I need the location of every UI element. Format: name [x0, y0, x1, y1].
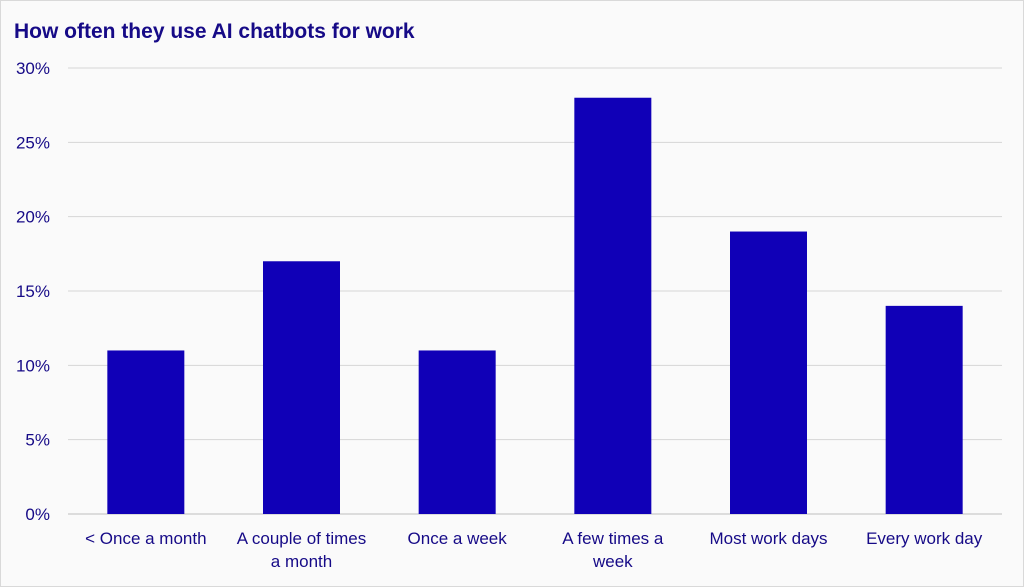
- x-tick-label: Once a week: [408, 529, 508, 548]
- x-axis: < Once a month A couple of times a month On…: [85, 529, 983, 571]
- chart-title: How often they use AI chatbots for work: [14, 20, 415, 43]
- bar: [730, 231, 807, 515]
- y-tick-label: 20%: [16, 208, 50, 227]
- bar: [885, 305, 963, 514]
- x-tick-label: < Once a month: [85, 529, 206, 548]
- y-axis: 0% 5% 10% 15% 20% 25% 30%: [16, 59, 50, 524]
- x-tick-label: A couple of times a month: [237, 529, 366, 571]
- bars: [107, 97, 963, 515]
- x-tick-label: A few times a week: [562, 529, 664, 571]
- y-tick-label: 25%: [16, 133, 50, 152]
- gridlines: [68, 67, 1002, 515]
- y-tick-label: 10%: [16, 356, 50, 375]
- x-tick-label: Most work days: [709, 529, 827, 548]
- y-tick-label: 30%: [16, 59, 50, 78]
- bar: [107, 350, 185, 514]
- bar: [263, 261, 340, 514]
- bar: [418, 350, 496, 514]
- y-tick-label: 0%: [25, 505, 50, 524]
- y-tick-label: 15%: [16, 282, 50, 301]
- y-tick-label: 5%: [25, 431, 50, 450]
- bar: [574, 97, 652, 514]
- x-tick-label: Every work day: [866, 529, 983, 548]
